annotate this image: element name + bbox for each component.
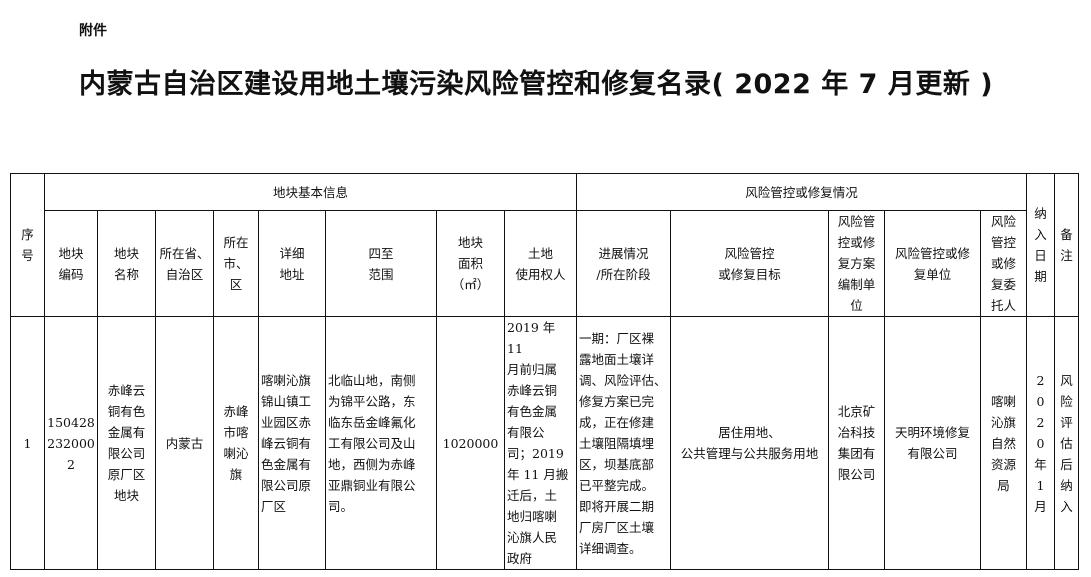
- registry-table: 序 号 地块基本信息 风险管控或修复情况 纳 入 日 期 备 注 地块 编码 地…: [10, 173, 1080, 570]
- header-plan-unit: 风险管 控或修 复方案 编制单 位: [828, 210, 886, 317]
- header-plot-name: 地块 名称: [97, 210, 156, 317]
- cell-province: 内蒙古: [155, 316, 214, 570]
- cell-seq: 1: [10, 316, 45, 570]
- header-address: 详细 地址: [258, 210, 326, 317]
- cell-remark: 风 险 评 估 后 纳 入: [1054, 316, 1080, 570]
- header-boundaries: 四至 范围: [325, 210, 437, 317]
- header-progress: 进展情况 /所在阶段: [576, 210, 672, 317]
- header-land-user: 土地 使用权人: [503, 210, 578, 317]
- cell-plan-unit: 北京矿 冶科技 集团有 限公司: [828, 316, 886, 570]
- header-remark: 备 注: [1054, 173, 1080, 317]
- cell-inclusion-date: 2 0 2 0 年 1 月: [1026, 316, 1056, 570]
- cell-target: 居住用地、 公共管理与公共服务用地: [670, 316, 830, 570]
- header-seq: 序 号: [10, 173, 45, 317]
- cell-remediation-unit: 天明环境修复 有限公司: [884, 316, 982, 570]
- header-area: 地块 面积 （㎡）: [436, 210, 505, 317]
- table-row: 1 150428 232000 2 赤峰云 铜有色 金属有 限公司 原厂区 地块…: [10, 316, 1080, 570]
- cell-area: 1020000: [436, 316, 505, 570]
- cell-plot-name: 赤峰云 铜有色 金属有 限公司 原厂区 地块: [97, 316, 156, 570]
- cell-boundaries: 北临山地，南侧 为锦平公路，东 临东岳金峰氟化 工有限公司及山 地，西侧为赤峰 …: [325, 316, 437, 570]
- header-remediation-unit: 风险管控或修 复单位: [884, 210, 982, 317]
- header-client: 风险 管控 或修 复委 托人: [980, 210, 1028, 317]
- header-group-risk-control: 风险管控或修复情况: [576, 173, 1028, 211]
- header-province: 所在省、 自治区: [155, 210, 214, 317]
- header-inclusion-date: 纳 入 日 期: [1026, 173, 1056, 317]
- cell-city: 赤峰 市喀 喇沁 旗: [213, 316, 259, 570]
- header-target: 风险管控 或修复目标: [670, 210, 830, 317]
- cell-progress: 一期：厂区裸 露地面土壤详 调、风险评估、 修复方案已完 成，正在修建 土壤阻隔…: [576, 316, 672, 570]
- cell-client: 喀喇 沁旗 自然 资源 局: [980, 316, 1028, 570]
- cell-plot-code: 150428 232000 2: [44, 316, 98, 570]
- document-title: 内蒙古自治区建设用地土壤污染风险管控和修复名录( 2022 年 7 月更新 ): [79, 69, 994, 100]
- header-group-basic-info: 地块基本信息: [43, 173, 578, 211]
- cell-land-user: 2019 年 11 月前归属 赤峰云铜 有色金属 有限公 司；2019 年 11…: [503, 316, 578, 570]
- cell-address: 喀喇沁旗 锦山镇工 业园区赤 峰云铜有 色金属有 限公司原 厂区: [258, 316, 326, 570]
- header-city: 所在 市、 区: [213, 210, 259, 317]
- header-plot-code: 地块 编码: [44, 210, 98, 317]
- attachment-label: 附件: [79, 23, 107, 39]
